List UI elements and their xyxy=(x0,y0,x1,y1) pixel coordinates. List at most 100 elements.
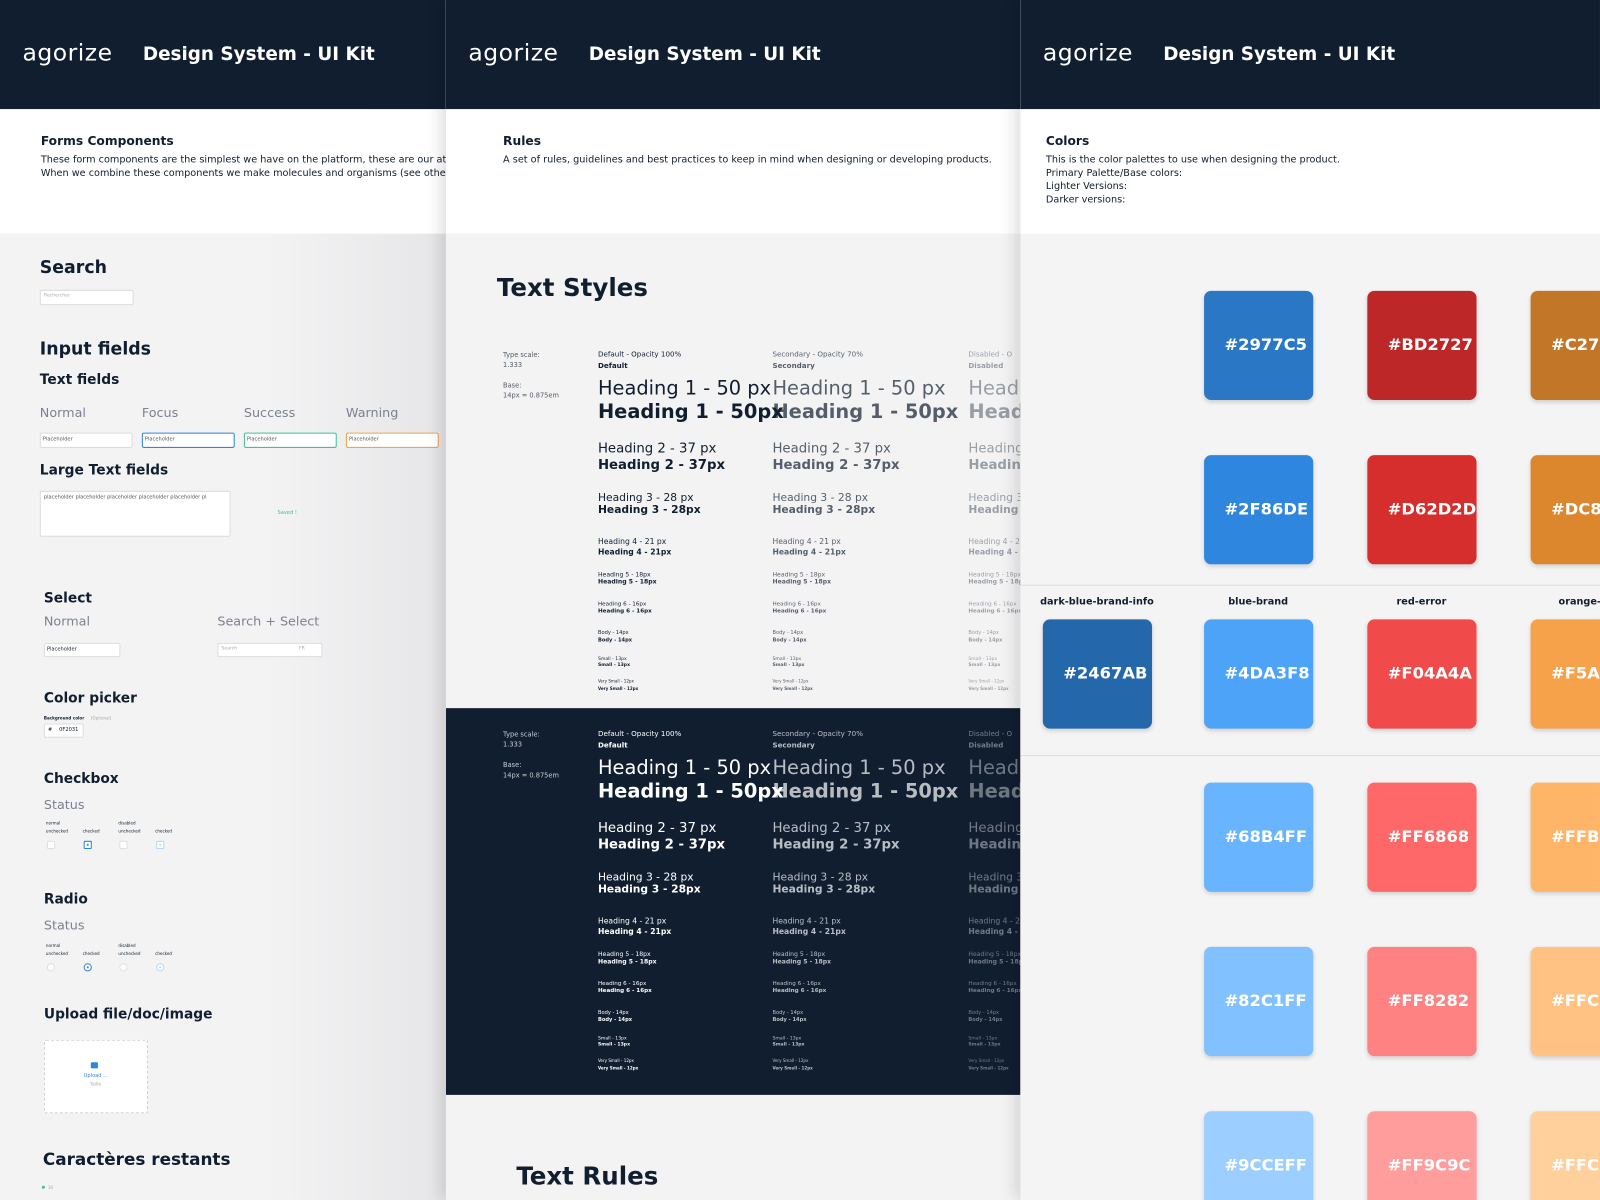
style-sample-bold: Heading 3 - 28px xyxy=(597,503,701,517)
column-header: Disabled - O xyxy=(968,350,1013,359)
style-sample-bold: Body - 14px xyxy=(597,1016,633,1023)
style-sample: Heading 4 - 21 px xyxy=(772,916,841,926)
meta-value: 14px = 0.875em xyxy=(503,391,559,400)
hex-label: #4DA3F8 xyxy=(1224,663,1310,683)
state-label: Focus xyxy=(141,404,179,421)
header xyxy=(1020,0,1600,110)
separator xyxy=(1020,584,1600,586)
section-title: Rules xyxy=(503,133,542,148)
color-swatch: #2F86DE xyxy=(1204,455,1314,565)
style-sample-bold: Heading 4 - 21px xyxy=(968,926,1020,936)
style-sample-bold: Heading 1 - 50px xyxy=(968,400,1020,423)
checkbox xyxy=(46,840,56,849)
style-sample: Small - 13px xyxy=(597,1036,627,1042)
color-swatch: #4DA3F8 xyxy=(1204,619,1314,729)
indicator xyxy=(159,966,162,969)
state-label: checked xyxy=(82,951,100,957)
style-sample: Heading 5 - 18px xyxy=(597,951,651,959)
style-sample-bold: Very Small - 12px xyxy=(597,1065,639,1071)
column-header: Secondary - Opacity 70% xyxy=(772,350,864,359)
style-sample: Heading 6 - 16px xyxy=(597,980,647,987)
heading: Color picker xyxy=(43,690,137,707)
heading: Select xyxy=(43,590,92,607)
style-sample-bold: Heading 2 - 37px xyxy=(968,457,1021,473)
style-sample: Very Small - 12px xyxy=(772,678,809,684)
state-label: checked xyxy=(155,951,173,957)
column-header: Default - Opacity 100% xyxy=(597,730,682,739)
column-name: Secondary xyxy=(772,741,815,750)
radio xyxy=(46,963,56,972)
style-sample-bold: Body - 14px xyxy=(772,1016,807,1023)
style-sample: Body - 14px xyxy=(597,630,629,637)
heading: Search xyxy=(39,257,107,279)
style-sample: Very Small - 12px xyxy=(597,678,634,684)
upload-hint: Taille xyxy=(89,1082,102,1088)
style-sample: Heading 3 - 28 px xyxy=(968,491,1020,504)
column-name: Secondary xyxy=(772,361,815,370)
header-title: Design System - UI Kit xyxy=(1163,43,1396,66)
hex-label: #2F86DE xyxy=(1224,498,1309,519)
heading: Checkbox xyxy=(43,770,119,787)
style-sample-bold: Heading 4 - 21px xyxy=(772,547,846,557)
heading: Caractères restants xyxy=(42,1149,231,1170)
style-sample-bold: Heading 5 - 18px xyxy=(772,578,832,586)
style-sample-bold: Heading 1 - 50px xyxy=(772,400,959,423)
color-swatch: #82C1FF xyxy=(1204,946,1314,1057)
section-description: A set of rules, guidelines and best prac… xyxy=(503,154,992,166)
style-sample-bold: Heading 6 - 16px xyxy=(968,608,1021,615)
style-sample: Heading 2 - 37 px xyxy=(772,820,891,837)
logo: agorize xyxy=(1042,40,1133,67)
style-sample: Heading 3 - 28 px xyxy=(597,871,694,884)
meta-label: Base: xyxy=(503,760,522,770)
section-description: Darker versions: xyxy=(1045,194,1126,206)
style-sample-bold: Heading 3 - 28px xyxy=(772,883,876,896)
color-swatch: #FF8282 xyxy=(1367,946,1477,1057)
hex-label: #D62D2D xyxy=(1387,498,1477,519)
column-name: Default xyxy=(597,741,628,750)
state-label: Success xyxy=(243,404,296,421)
placeholder: Placeholder xyxy=(348,436,379,443)
style-sample: Heading 3 - 28 px xyxy=(968,871,1020,884)
style-sample: Body - 14px xyxy=(597,1009,629,1016)
palette-name: red-error xyxy=(1396,596,1447,608)
intro xyxy=(1020,109,1600,234)
color-swatch: #BD2727 xyxy=(1367,290,1477,400)
style-sample-bold: Heading 5 - 18px xyxy=(597,958,657,966)
state-label: Search + Select xyxy=(217,613,320,629)
style-sample: Heading 1 - 50 px xyxy=(597,377,772,400)
forms-board: agorize Design System - UI Kit Forms Compo… xyxy=(0,0,446,1200)
style-sample-bold: Heading 4 - 21px xyxy=(597,547,672,557)
color-swatch: #DC86 xyxy=(1530,455,1600,565)
style-sample-bold: Very Small - 12px xyxy=(772,1065,813,1071)
hex-label: #68B4FF xyxy=(1224,826,1307,846)
heading: Text Rules xyxy=(516,1162,659,1191)
style-sample: Heading 6 - 16px xyxy=(597,601,647,608)
section-description: This is the color palettes to use when d… xyxy=(1045,154,1340,166)
checkbox xyxy=(119,840,128,849)
palette-name: blue-brand xyxy=(1228,596,1289,608)
column-header: Default - Opacity 100% xyxy=(597,350,682,359)
color-swatch: #D62D2D xyxy=(1367,455,1477,565)
palette-name: dark-blue-brand-info xyxy=(1040,596,1154,608)
radio xyxy=(156,963,165,972)
style-sample-bold: Heading 2 - 37px xyxy=(772,837,900,853)
style-sample-bold: Heading 6 - 16px xyxy=(772,608,827,615)
style-sample: Very Small - 12px xyxy=(597,1058,634,1064)
style-sample-bold: Small - 13px xyxy=(968,1042,1001,1048)
style-sample-bold: Heading 1 - 50px xyxy=(597,780,784,803)
style-sample-bold: Very Small - 12px xyxy=(772,685,813,691)
state-label: unchecked xyxy=(45,828,69,834)
group-label: normal xyxy=(45,820,61,826)
hex-label: #FF6868 xyxy=(1387,826,1470,846)
logo: agorize xyxy=(468,40,559,67)
hex-label: #C276 xyxy=(1551,334,1600,355)
state-label: checked xyxy=(82,828,100,834)
style-sample: Body - 14px xyxy=(968,1009,1000,1016)
hex-label: #2467AB xyxy=(1063,663,1148,683)
indicator xyxy=(86,966,89,969)
colors-board: agorize Design System - UI Kit Colors This … xyxy=(1020,0,1600,1200)
style-sample-bold: Heading 1 - 50px xyxy=(772,780,959,803)
header xyxy=(0,0,446,110)
style-sample-bold: Body - 14px xyxy=(772,637,807,644)
